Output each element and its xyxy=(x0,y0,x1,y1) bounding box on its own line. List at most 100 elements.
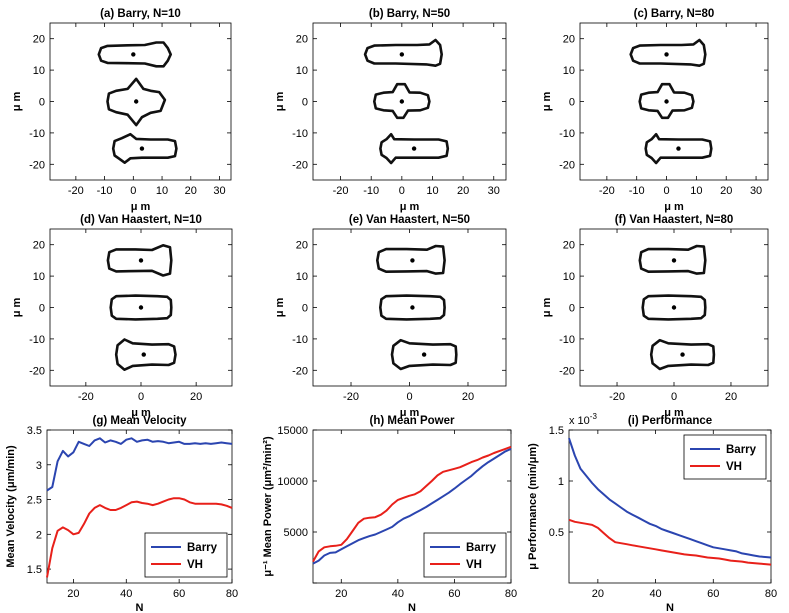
cell-centroid xyxy=(399,99,405,104)
y-tick-label: 0 xyxy=(302,97,308,109)
legend: Barry VH xyxy=(423,532,507,578)
chart-2: (i) Performance 20 40 60 80 0.5 1 1.5 Nμ Perform… xyxy=(527,412,777,613)
y-tick-label: 10 xyxy=(296,65,308,77)
panel-d: (d) Van Haastert, N=10 -20 0 20 20 10 0 -10 -20 μ… xyxy=(11,214,233,419)
x-axis-label: μ m xyxy=(664,201,684,213)
series-line-vh xyxy=(312,445,512,563)
x-tick-label: 60 xyxy=(448,588,460,600)
y-tick-label: 0.5 xyxy=(549,527,564,539)
legend-label: Barry xyxy=(466,542,497,554)
x-tick-label: 60 xyxy=(173,588,185,600)
y-axis-label: μ⁻¹ Mean Power (μm²/min²) xyxy=(262,436,274,577)
x-tick-label: 10 xyxy=(156,185,168,197)
cell-outline xyxy=(638,82,695,120)
panel-e: (e) Van Haastert, N=50 -20 0 20 20 10 0 -10 -20 μ… xyxy=(274,214,507,419)
y-tick-label: 3 xyxy=(36,460,42,472)
y-tick-label: -10 xyxy=(292,128,308,140)
x-tick-label: -20 xyxy=(343,391,359,403)
axis-exponent-label: x 10-3 xyxy=(569,412,597,427)
y-tick-label: -10 xyxy=(292,334,308,346)
chart-title: (i) Performance xyxy=(628,415,712,427)
x-tick-label: 20 xyxy=(335,588,347,600)
panel-title: (d) Van Haastert, N=10 xyxy=(80,214,202,226)
x-axis-label: μ m xyxy=(400,407,420,419)
cell-centroid xyxy=(138,305,144,310)
x-tick-label: 20 xyxy=(67,588,79,600)
x-tick-label: -10 xyxy=(629,185,645,197)
plot-frame xyxy=(46,429,233,584)
cell-outline xyxy=(106,77,167,127)
y-axis-label: Mean Velocity (μm/min) xyxy=(5,445,17,568)
x-axis-label: N xyxy=(408,602,416,613)
cell-centroid xyxy=(664,99,669,104)
panel-title: (f) Van Haastert, N=80 xyxy=(615,214,734,226)
x-tick-label: 20 xyxy=(190,391,202,403)
x-tick-label: 40 xyxy=(120,588,132,600)
x-tick-label: -20 xyxy=(609,391,625,403)
series-line-barry xyxy=(312,447,512,565)
x-tick-label: 80 xyxy=(505,588,517,600)
y-tick-label: -20 xyxy=(559,159,575,171)
y-tick-label: -20 xyxy=(292,159,308,171)
series-line-vh xyxy=(568,518,772,566)
cell-centroid xyxy=(138,258,144,263)
x-tick-label: 0 xyxy=(130,185,136,197)
y-tick-label: 20 xyxy=(563,34,575,46)
y-tick-label: -10 xyxy=(559,128,575,140)
y-tick-label: 10 xyxy=(563,65,575,77)
x-axis-label: μ m xyxy=(664,407,684,419)
chart-0: (g) Mean Velocity 20 40 60 80 1.5 2 2.5 3 3.5 N Mea… xyxy=(5,415,238,613)
cell-centroid xyxy=(671,258,677,263)
cell-centroid xyxy=(671,305,677,310)
cell-centroid xyxy=(131,52,136,57)
y-axis-label: μ m xyxy=(11,92,23,112)
x-tick-label: -20 xyxy=(599,185,615,197)
legend-box xyxy=(683,434,767,480)
cell-outline xyxy=(109,294,173,321)
x-tick-label: 40 xyxy=(392,588,404,600)
cell-centroid xyxy=(664,52,669,57)
x-tick-label: -20 xyxy=(78,391,94,403)
panel-a: (a) Barry, N=10 -20 -10 0 10 20 30 20 10 0 -10 -20 μ… xyxy=(11,8,232,213)
y-tick-label: 20 xyxy=(563,240,575,252)
x-axis-label: μ m xyxy=(131,201,151,213)
x-tick-label: -10 xyxy=(97,185,113,197)
chart-title: (h) Mean Power xyxy=(370,415,456,427)
x-axis-label: μ m xyxy=(400,201,420,213)
chart-title: (g) Mean Velocity xyxy=(93,415,188,427)
cell-centroid xyxy=(133,99,139,104)
cell-outline xyxy=(638,244,707,275)
x-tick-label: 40 xyxy=(649,588,661,600)
y-tick-label: 10000 xyxy=(277,476,308,488)
legend: Barry VH xyxy=(683,434,767,480)
x-tick-label: 0 xyxy=(406,391,412,403)
chart-1: (h) Mean Power 20 40 60 80 5000 10000 15000 Nμ⁻¹… xyxy=(262,415,517,613)
x-tick-label: 10 xyxy=(690,185,702,197)
cell-centroid xyxy=(410,305,415,310)
y-tick-label: 1.5 xyxy=(549,425,564,437)
y-tick-label: 2.5 xyxy=(27,495,42,507)
cell-centroid xyxy=(139,146,145,151)
series-line-vh xyxy=(46,497,233,578)
y-axis-label: μ m xyxy=(541,92,553,112)
legend-box xyxy=(144,532,228,578)
y-tick-label: 5000 xyxy=(284,527,308,539)
legend-box xyxy=(423,532,507,578)
y-tick-label: 20 xyxy=(33,240,45,252)
y-tick-label: -10 xyxy=(29,334,45,346)
y-tick-label: 0 xyxy=(302,303,308,315)
panel-title: (e) Van Haastert, N=50 xyxy=(349,214,470,226)
y-tick-label: -10 xyxy=(559,334,575,346)
y-axis-label: μ m xyxy=(274,298,286,318)
series-line-barry xyxy=(46,437,233,492)
x-tick-label: 10 xyxy=(426,185,438,197)
x-tick-label: 0 xyxy=(671,391,677,403)
x-tick-label: 0 xyxy=(399,185,405,197)
x-tick-label: 20 xyxy=(185,185,197,197)
x-tick-label: 20 xyxy=(720,185,732,197)
y-tick-label: -20 xyxy=(292,365,308,377)
cell-outline xyxy=(379,294,446,321)
y-tick-label: 10 xyxy=(296,271,308,283)
y-tick-label: 1 xyxy=(558,476,564,488)
